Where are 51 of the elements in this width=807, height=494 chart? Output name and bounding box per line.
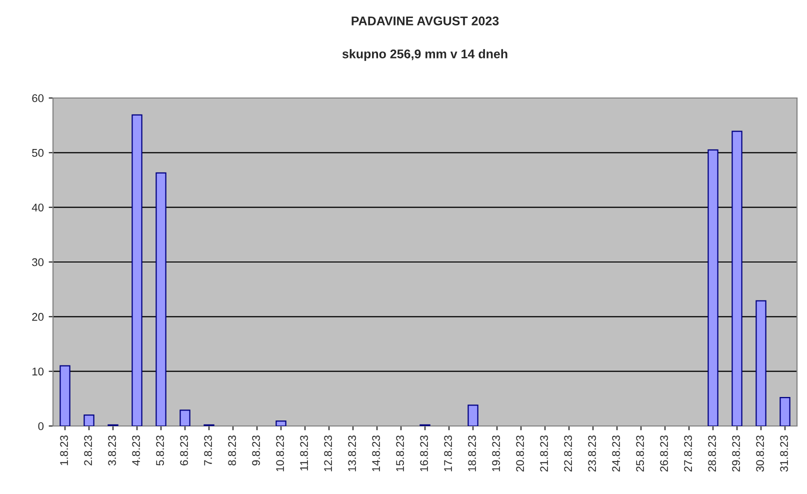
bar xyxy=(708,149,718,426)
x-tick-label: 12.8.23 xyxy=(324,436,332,472)
bar xyxy=(780,397,790,426)
x-tick-label: 22.8.23 xyxy=(564,436,572,472)
x-tick-label: 18.8.23 xyxy=(468,436,476,472)
y-tick-label: 30 xyxy=(32,258,44,266)
chart-title: PADAVINE AVGUST 2023 xyxy=(352,16,499,26)
x-tick-label: 21.8.23 xyxy=(540,436,548,472)
x-tick-label: 26.8.23 xyxy=(660,436,668,472)
x-tick-label: 24.8.23 xyxy=(612,436,620,472)
x-tick-label: 10.8.23 xyxy=(276,436,284,472)
x-tick-label: 25.8.23 xyxy=(636,436,644,472)
bar xyxy=(276,420,286,426)
x-tick-label: 29.8.23 xyxy=(732,436,740,472)
x-tick-label: 11.8.23 xyxy=(300,436,308,470)
x-tick-label: 14.8.23 xyxy=(372,436,380,472)
x-tick-label: 19.8.23 xyxy=(492,436,500,472)
y-tick-label: 60 xyxy=(32,94,44,102)
chart-subtitle: skupno 256,9 mm v 14 dneh xyxy=(342,49,508,61)
x-tick-label: 15.8.23 xyxy=(396,436,404,472)
bar xyxy=(732,130,742,426)
x-tick-label: 8.8.23 xyxy=(228,436,236,466)
x-tick-label: 31.8.23 xyxy=(780,436,788,472)
y-tick-label: 0 xyxy=(38,422,44,430)
x-tick-label: 16.8.23 xyxy=(420,436,428,472)
x-tick-label: 6.8.23 xyxy=(180,436,188,466)
bar xyxy=(60,365,70,426)
x-tick-label: 3.8.23 xyxy=(108,436,116,466)
x-tick-label: 23.8.23 xyxy=(588,436,596,472)
y-tick-label: 50 xyxy=(32,148,44,157)
y-tick-label: 10 xyxy=(32,368,44,376)
bar xyxy=(180,410,190,426)
x-tick-label: 20.8.23 xyxy=(516,436,524,472)
x-tick-label: 9.8.23 xyxy=(252,436,260,466)
bar xyxy=(84,414,94,426)
y-tick-label: 40 xyxy=(32,204,44,212)
x-tick-label: 30.8.23 xyxy=(756,436,764,472)
x-tick-label: 13.8.23 xyxy=(348,436,356,472)
bar xyxy=(756,300,766,426)
bar xyxy=(468,404,478,426)
x-tick-label: 7.8.23 xyxy=(204,436,212,466)
bar xyxy=(156,172,166,426)
x-tick-label: 1.8.23 xyxy=(60,436,68,466)
x-tick-label: 5.8.23 xyxy=(156,436,164,466)
x-tick-label: 4.8.23 xyxy=(132,436,140,466)
x-tick-label: 28.8.23 xyxy=(708,436,716,472)
x-tick-label: 17.8.23 xyxy=(444,436,452,472)
y-tick-label: 20 xyxy=(32,312,44,321)
x-tick-label: 27.8.23 xyxy=(684,436,692,472)
x-tick-label: 2.8.23 xyxy=(84,436,92,466)
bar xyxy=(132,114,142,426)
